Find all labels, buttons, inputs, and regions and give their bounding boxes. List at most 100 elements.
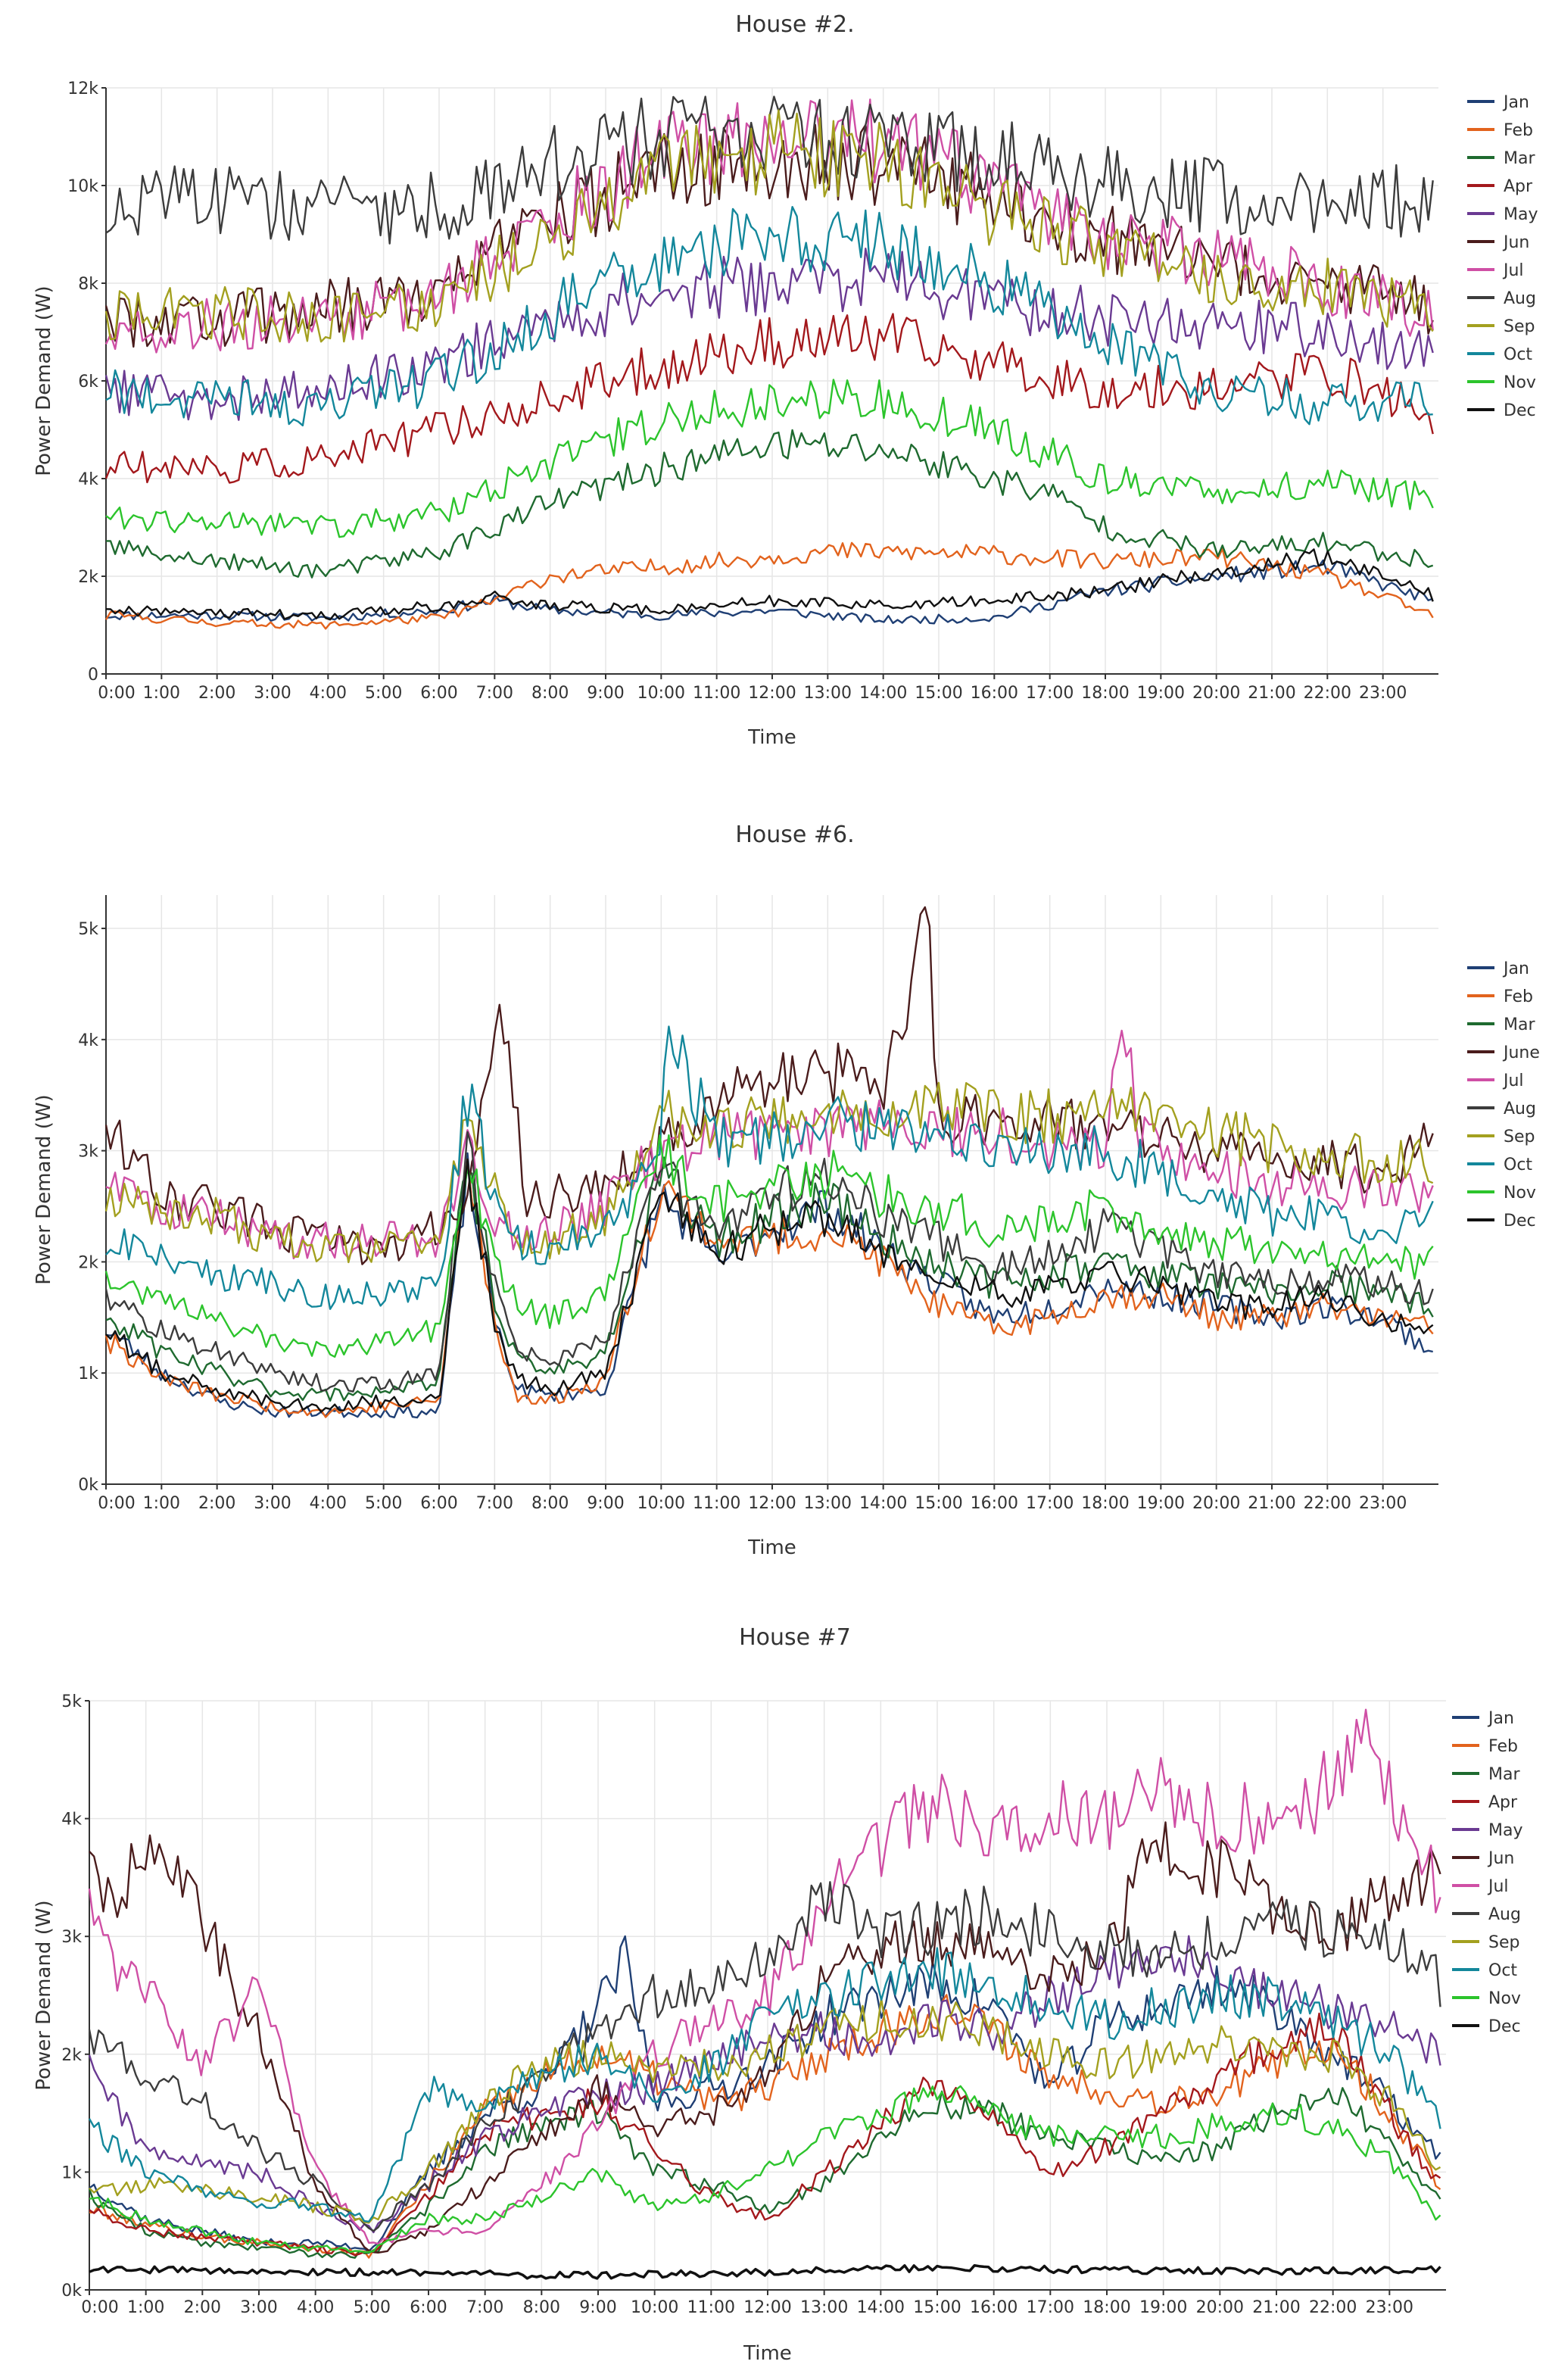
grid xyxy=(105,87,1438,675)
x-tick-label: 8:00 xyxy=(531,1494,569,1513)
legend-item-aug[interactable]: Aug xyxy=(1452,1905,1521,1924)
x-tick-label: 5:00 xyxy=(365,684,402,703)
x-tick-label: 13:00 xyxy=(804,1494,852,1513)
x-tick-label: 14:00 xyxy=(859,1494,907,1513)
x-axis-label: Time xyxy=(747,726,796,749)
series-line-june xyxy=(104,906,1434,1265)
series-line-oct xyxy=(88,1947,1441,2222)
x-tick-label: 17:00 xyxy=(1026,684,1074,703)
legend-label: Feb xyxy=(1504,121,1533,140)
legend-item-nov[interactable]: Nov xyxy=(1467,1184,1536,1202)
x-tick-label: 11:00 xyxy=(687,2298,735,2317)
legend-item-jan[interactable]: Jan xyxy=(1467,93,1529,112)
series-line-dec xyxy=(105,548,1434,621)
legend-item-jan[interactable]: Jan xyxy=(1452,1709,1514,1728)
legend-item-june[interactable]: June xyxy=(1467,1043,1540,1062)
legend-label: June xyxy=(1502,1043,1540,1062)
x-tick-label: 19:00 xyxy=(1139,2298,1187,2317)
chart-svg: House #2. 0 2k 4k 6k 8k 10k 12k 0:00 1:00 2:00 3:00… xyxy=(33,11,1538,749)
legend-item-mar[interactable]: Mar xyxy=(1467,149,1535,168)
x-tick-label: 3:00 xyxy=(240,2298,277,2317)
legend-item-oct[interactable]: Oct xyxy=(1467,345,1532,364)
legend-item-may[interactable]: May xyxy=(1452,1821,1522,1840)
series-line-oct xyxy=(105,1025,1434,1310)
legend-label: Nov xyxy=(1504,1184,1536,1202)
legend-item-mar[interactable]: Mar xyxy=(1452,1765,1520,1784)
legend-item-sep[interactable]: Sep xyxy=(1452,1933,1519,1952)
y-axis-label: Power Demand (W) xyxy=(33,1900,55,2090)
legend-label: Apr xyxy=(1504,177,1533,196)
x-tick-label: 13:00 xyxy=(800,2298,848,2317)
legend-item-jul[interactable]: Jul xyxy=(1467,1071,1524,1090)
x-tick-label: 3:00 xyxy=(254,684,291,703)
legend-item-jun[interactable]: Jun xyxy=(1452,1849,1514,1868)
series-line-aug xyxy=(88,1881,1441,2232)
legend-item-sep[interactable]: Sep xyxy=(1467,1128,1535,1146)
series-line-sep xyxy=(89,1997,1441,2224)
legend-label: Jul xyxy=(1502,1071,1524,1090)
legend-item-dec[interactable]: Dec xyxy=(1467,401,1536,420)
legend-item-feb[interactable]: Feb xyxy=(1467,121,1533,140)
legend-item-sep[interactable]: Sep xyxy=(1467,317,1535,336)
legend-item-apr[interactable]: Apr xyxy=(1452,1793,1518,1812)
x-tick-label: 21:00 xyxy=(1248,684,1295,703)
legend-item-apr[interactable]: Apr xyxy=(1467,177,1533,196)
chart-house-7: House #7 0k 1k 2k 3k 4k 5k 0:00 1:00 2:00 3:00 4:00… xyxy=(0,1617,1552,2375)
y-tick-label: 4k xyxy=(78,1031,98,1050)
legend-item-aug[interactable]: Aug xyxy=(1467,1100,1536,1118)
legend-item-oct[interactable]: Oct xyxy=(1452,1961,1517,1980)
x-tick-label: 23:00 xyxy=(1359,1494,1407,1513)
legend-item-aug[interactable]: Aug xyxy=(1467,289,1536,308)
legend-label: Oct xyxy=(1488,1961,1517,1980)
series-line-jul xyxy=(88,1708,1441,2245)
legend: Jan Feb Mar Apr May Jun Jul Aug Sep Oct Nov Dec xyxy=(1452,1709,1522,2036)
legend-label: Oct xyxy=(1504,1156,1532,1174)
x-tick-label: 4:00 xyxy=(310,684,347,703)
y-tick-label: 2k xyxy=(61,2046,82,2065)
legend-item-nov[interactable]: Nov xyxy=(1467,373,1536,392)
y-axis-label: Power Demand (W) xyxy=(33,285,55,476)
chart-title: House #7 xyxy=(739,1624,851,1651)
series-lines xyxy=(104,95,1434,630)
x-tick-label: 15:00 xyxy=(915,1494,962,1513)
x-tick-label: 20:00 xyxy=(1192,1494,1240,1513)
legend-label: Jun xyxy=(1502,233,1529,252)
legend-item-nov[interactable]: Nov xyxy=(1452,1989,1521,2008)
x-tick-label: 0:00 xyxy=(98,684,135,703)
legend-item-oct[interactable]: Oct xyxy=(1467,1156,1532,1174)
y-tick-label: 8k xyxy=(78,275,98,294)
series-line-jun xyxy=(89,1821,1441,2254)
x-tick-label: 18:00 xyxy=(1081,684,1129,703)
legend-label: Jan xyxy=(1502,959,1529,978)
legend-item-jun[interactable]: Jun xyxy=(1467,233,1529,252)
y-tick-label: 0k xyxy=(61,2282,82,2300)
legend-item-may[interactable]: May xyxy=(1467,205,1538,224)
legend-item-feb[interactable]: Feb xyxy=(1452,1737,1518,1756)
legend-item-dec[interactable]: Dec xyxy=(1467,1212,1536,1231)
x-tick-label: 18:00 xyxy=(1081,1494,1129,1513)
legend-label: Nov xyxy=(1504,373,1536,392)
y-tick-label: 1k xyxy=(78,1365,98,1383)
legend-item-feb[interactable]: Feb xyxy=(1467,987,1533,1006)
legend-label: Mar xyxy=(1504,1015,1535,1034)
x-tick-label: 5:00 xyxy=(365,1494,402,1513)
x-tick-label: 11:00 xyxy=(693,1494,740,1513)
x-axis-label: Time xyxy=(743,2342,792,2365)
legend-item-jul[interactable]: Jul xyxy=(1452,1877,1509,1896)
y-tick-label: 4k xyxy=(61,1811,82,1829)
legend-item-dec[interactable]: Dec xyxy=(1452,2017,1521,2036)
x-tick-label: 18:00 xyxy=(1083,2298,1130,2317)
legend-label: Mar xyxy=(1504,149,1535,168)
x-tick-label: 16:00 xyxy=(971,684,1018,703)
legend-item-jan[interactable]: Jan xyxy=(1467,959,1529,978)
legend-label: Dec xyxy=(1504,1212,1536,1231)
legend-label: Feb xyxy=(1504,987,1533,1006)
y-tick-label: 5k xyxy=(61,1692,82,1711)
series-lines xyxy=(88,1708,1441,2280)
x-tick-label: 1:00 xyxy=(143,1494,180,1513)
x-tick-label: 2:00 xyxy=(184,2298,221,2317)
x-tick-label: 17:00 xyxy=(1027,2298,1074,2317)
x-tick-label: 8:00 xyxy=(523,2298,560,2317)
legend-item-jul[interactable]: Jul xyxy=(1467,261,1524,280)
legend-item-mar[interactable]: Mar xyxy=(1467,1015,1535,1034)
